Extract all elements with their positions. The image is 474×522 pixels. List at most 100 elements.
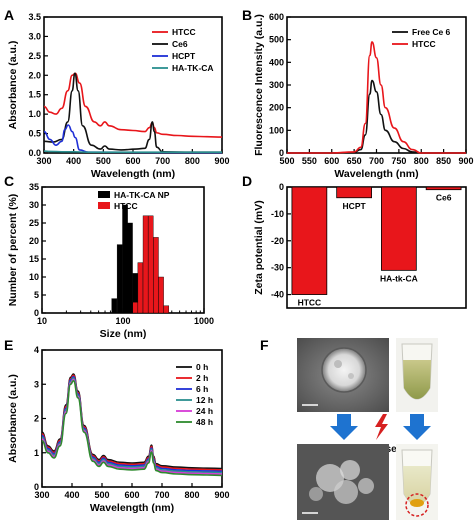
x-tick-label: 900 (214, 490, 229, 500)
panel-letter-e: E (4, 337, 13, 353)
legend-label: Ce6 (172, 39, 188, 49)
histogram-bar (132, 302, 139, 314)
y-tick-label: 0 (34, 308, 39, 318)
series-line-2-h (41, 374, 223, 471)
y-tick-label: 10 (29, 272, 39, 282)
y-tick-label: 3 (34, 379, 39, 389)
y-tick-label: 1.0 (28, 109, 41, 119)
y-tick-label: 0 (279, 182, 284, 192)
plot-frame (43, 16, 223, 154)
y-tick-label: 2 (34, 414, 39, 424)
x-tick-label: 550 (302, 156, 317, 166)
y-tick-label: 35 (29, 182, 39, 192)
y-tick-label: 300 (269, 80, 284, 90)
arrow-down-icon (330, 414, 358, 440)
x-tick-label: 850 (436, 156, 451, 166)
histogram-bar (111, 298, 118, 314)
panel-letter-d: D (242, 173, 252, 189)
x-axis-label: Wavelength (nm) (334, 168, 418, 180)
legend-swatch (98, 191, 110, 198)
y-axis-label: Fluorescence Intensity (a.u.) (253, 14, 265, 156)
plot-frame (286, 186, 467, 309)
legend-label: 12 h (196, 395, 213, 405)
histogram-bar (122, 204, 128, 314)
y-tick-label: -30 (271, 263, 284, 273)
nanoparticle-texture (348, 373, 354, 379)
histogram-bar (116, 244, 123, 314)
series-line-ce6 (43, 72, 222, 153)
nanoparticle-shape (321, 347, 367, 393)
panel-e-chart: 300 400 500 600 700 800 900 0 1 2 3 4 Wavelength (nm… (7, 345, 230, 514)
histogram-bar (142, 215, 149, 314)
legend-label: 24 h (196, 406, 213, 416)
plot-frame (286, 16, 467, 154)
histogram-bar (137, 262, 144, 314)
x-tick-label: 600 (324, 156, 339, 166)
zeta-bar (381, 186, 417, 271)
histogram-bar (153, 237, 159, 314)
y-tick-label: 15 (29, 254, 39, 264)
series-line-0-h (41, 373, 223, 470)
histogram-bar (163, 305, 170, 314)
panel-letter-f: F (260, 337, 269, 353)
zeta-bar (336, 186, 372, 199)
legend-label: 48 h (196, 417, 213, 427)
bar-category-label: HTCC (298, 298, 322, 308)
y-tick-label: 30 (29, 200, 39, 210)
bar-category-label: HA-tk-CA (380, 273, 418, 283)
y-tick-label: 25 (29, 218, 39, 228)
y-tick-label: 0.0 (28, 148, 41, 158)
y-tick-label: -20 (271, 236, 284, 246)
y-tick-label: 1.5 (28, 90, 41, 100)
x-tick-label: 800 (184, 490, 199, 500)
panel-letter-c: C (4, 173, 14, 189)
x-tick-label: 700 (155, 156, 170, 166)
x-tick-label: 700 (369, 156, 384, 166)
histogram-bar (158, 276, 164, 314)
y-tick-label: 20 (29, 236, 39, 246)
y-axis-label: Number of percent (%) (7, 194, 19, 307)
y-axis-label: Absorbance (a.u.) (7, 374, 19, 463)
x-tick-label: 500 (94, 490, 109, 500)
panel-d-chart: 0 -10 -20 -30 -40 Zeta potential (mV) HTCC HCPT… (253, 182, 467, 309)
x-tick-label: 100 (115, 316, 130, 326)
y-axis-label: Absorbance (a.u.) (7, 41, 19, 130)
y-tick-label: 2.0 (28, 70, 41, 80)
series-line-6-h (41, 375, 223, 472)
y-tick-label: 3.5 (28, 12, 41, 22)
histogram-bar (147, 215, 154, 314)
y-tick-label: 0 (279, 148, 284, 158)
x-tick-label: 500 (96, 156, 111, 166)
x-tick-label: 900 (458, 156, 473, 166)
series-line-48-h (41, 379, 223, 477)
lightning-icon (375, 414, 388, 440)
series-line-12-h (41, 377, 223, 474)
series-line-free-ce-6 (287, 79, 466, 154)
legend-label: 2 h (196, 373, 208, 383)
legend-label: Free Ce 6 (412, 27, 451, 37)
panel-c-chart: 10 100 1000 0 5 10 15 20 25 30 35 Size (nm) Number o… (7, 182, 214, 340)
highlight-circle (405, 493, 429, 517)
bar-category-label: Ce6 (436, 193, 452, 203)
x-tick-label: 600 (124, 490, 139, 500)
x-tick-label: 800 (185, 156, 200, 166)
y-tick-label: 4 (34, 345, 39, 355)
x-tick-label: 10 (37, 316, 47, 326)
zeta-bar (425, 186, 462, 191)
legend-swatch (98, 202, 110, 209)
aggregate-shape (334, 480, 358, 504)
vial-liquid (403, 360, 431, 399)
y-tick-label: 0 (34, 482, 39, 492)
y-axis-label: Zeta potential (mV) (253, 200, 265, 295)
y-tick-label: 200 (269, 103, 284, 113)
legend-label: HTCC (172, 27, 196, 37)
x-tick-label: 1000 (194, 316, 214, 326)
series-line-ha-tk-ca (43, 150, 222, 153)
nanoparticle-texture (334, 360, 342, 368)
legend-label: HA-TK-CA (172, 63, 214, 73)
arrow-down-icon (403, 414, 431, 440)
precipitate-shape (410, 499, 424, 507)
vial-liquid (403, 466, 431, 505)
series-line-24-h (41, 378, 223, 475)
x-tick-label: 400 (64, 490, 79, 500)
